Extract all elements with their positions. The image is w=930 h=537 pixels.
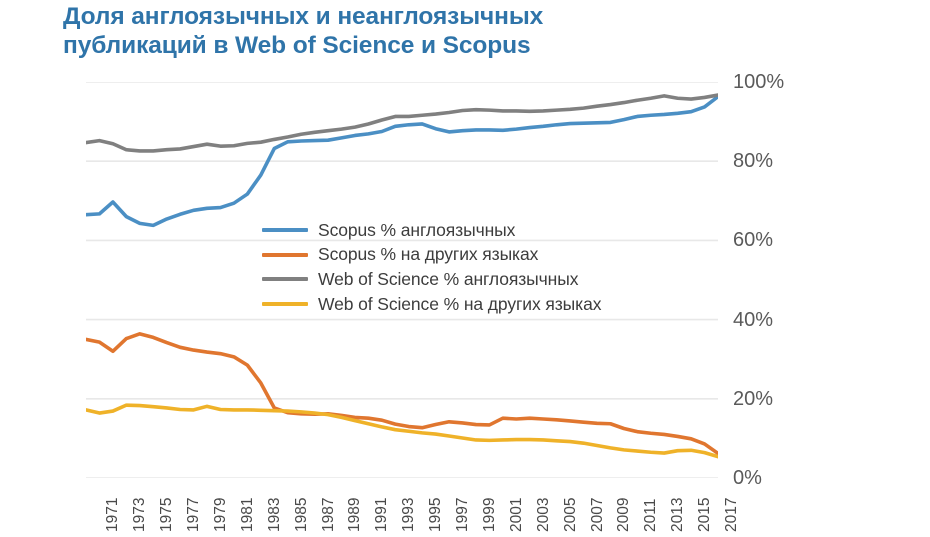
x-axis-tick: 2013 [669,497,687,532]
y-axis-labels: 100% 80% 60% 40% 20% 0% [733,0,813,537]
legend-label: Scopus % англоязычных [318,219,516,240]
y-axis-tick: 100% [733,71,785,93]
legend-label: Web of Science % англоязычных [318,268,579,289]
x-axis-tick: 1985 [292,497,310,532]
title-line-1: Доля англоязычных и неанглоязычных [63,3,544,30]
y-axis-tick: 0% [733,467,762,489]
legend-item[interactable]: Scopus % англоязычных [262,218,662,243]
x-axis-tick: 1987 [319,497,337,532]
x-axis-tick: 2015 [696,497,714,532]
x-axis-tick: 1975 [158,497,176,532]
title-line-2: публикаций в Web of Science и Scopus [63,32,531,59]
x-axis-tick: 1989 [346,497,364,532]
legend-label: Web of Science % на других языках [318,293,602,314]
x-axis-tick: 2017 [723,497,740,532]
x-axis-tick: 1983 [265,497,283,532]
x-axis-tick: 1977 [185,497,203,532]
legend-swatch-icon [262,228,308,233]
x-axis-tick: 2011 [642,498,660,532]
series-line-4 [86,405,718,456]
series-line-3 [86,95,718,151]
legend-item[interactable]: Web of Science % англоязычных [262,267,662,292]
y-axis-tick: 20% [733,387,774,410]
legend-swatch-icon [262,302,308,307]
series-line-2 [86,334,718,454]
gridlines [86,82,718,478]
page-title: Доля англоязычных и неанглоязычных публи… [63,2,703,60]
legend-item[interactable]: Scopus % на других языках [262,243,662,268]
x-axis-tick: 2005 [561,497,579,532]
y-axis-tick: 80% [733,150,774,173]
series-lines [86,82,718,478]
x-axis-tick: 1997 [454,497,472,532]
legend-swatch-icon [262,252,308,257]
y-axis-tick: 40% [733,308,774,331]
x-axis-tick: 1979 [212,497,230,532]
legend-label: Scopus % на других языках [318,244,539,265]
legend-swatch-icon [262,277,308,282]
x-axis-tick: 1999 [480,497,498,532]
series-line-1 [86,97,718,226]
x-axis-tick: 1991 [373,497,391,532]
legend-item[interactable]: Web of Science % на других языках [262,292,662,317]
x-axis-tick: 2007 [588,497,606,532]
x-axis-tick: 2009 [615,497,633,532]
x-axis-tick: 2003 [534,497,552,532]
y-axis-tick: 60% [733,229,774,252]
plot-area [86,82,718,478]
x-axis-tick: 2001 [507,497,525,532]
chart-legend: Scopus % англоязычных Scopus % на других … [262,218,662,316]
x-axis-tick: 1973 [131,497,149,532]
x-axis-tick: 1981 [238,497,256,532]
x-axis-tick: 1971 [104,497,122,532]
x-axis-tick: 1995 [427,497,445,532]
x-axis-tick: 1993 [400,497,418,532]
x-axis-labels: 1971 1973 1975 1977 1979 1981 1983 1985 1987 1989… [86,484,740,537]
